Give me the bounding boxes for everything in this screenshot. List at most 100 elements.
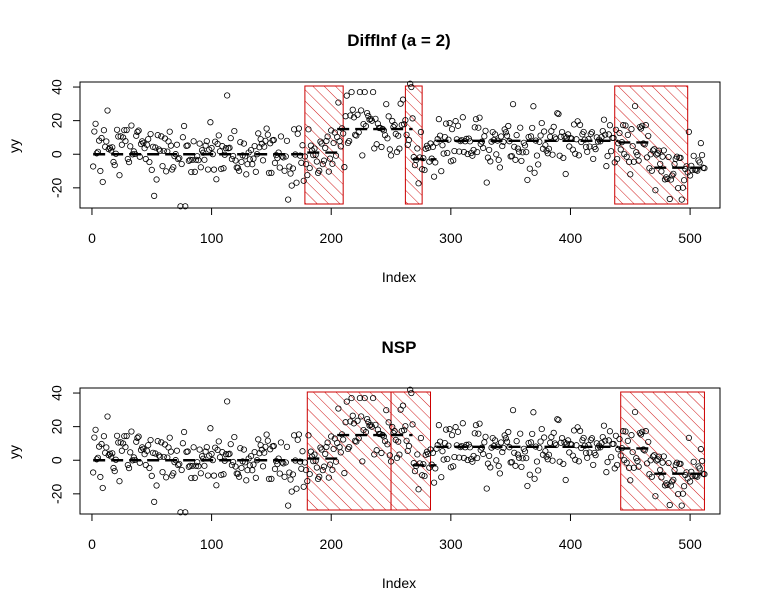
data-point	[402, 423, 409, 430]
data-point	[637, 431, 645, 438]
data-point	[364, 109, 371, 117]
data-point	[452, 118, 459, 125]
data-point	[501, 126, 508, 133]
data-point	[313, 158, 320, 165]
y-tick-label: 0	[49, 456, 65, 464]
data-point	[277, 439, 285, 446]
data-point	[451, 453, 458, 461]
change-point-interval	[614, 85, 689, 205]
data-point	[670, 476, 677, 483]
data-point	[234, 164, 242, 171]
data-point	[521, 448, 529, 455]
data-point	[145, 442, 152, 449]
data-point	[587, 130, 594, 138]
data-point	[380, 433, 387, 440]
data-point	[557, 439, 564, 446]
data-point	[109, 450, 116, 457]
data-point	[185, 463, 192, 470]
data-point	[698, 152, 706, 159]
data-point	[440, 150, 447, 157]
data-point	[213, 176, 220, 183]
data-point	[616, 435, 623, 443]
data-point	[690, 458, 697, 465]
y-tick-label: 40	[49, 385, 65, 401]
data-point	[572, 150, 579, 157]
data-point	[524, 176, 531, 184]
data-point	[128, 122, 135, 129]
data-point	[192, 462, 200, 469]
data-point	[604, 459, 611, 466]
data-point	[648, 473, 655, 480]
data-point	[685, 128, 692, 135]
data-point	[383, 407, 390, 414]
data-point	[121, 433, 128, 440]
data-point	[108, 453, 115, 460]
data-point	[153, 176, 160, 183]
data-point	[240, 140, 247, 147]
data-point	[207, 119, 214, 126]
data-point	[487, 464, 494, 471]
data-point	[476, 114, 483, 121]
data-point	[372, 421, 379, 428]
data-point	[683, 469, 690, 476]
data-point	[660, 453, 667, 460]
data-point	[492, 131, 499, 138]
data-point	[189, 462, 196, 470]
data-point	[614, 461, 621, 469]
data-point	[600, 422, 608, 429]
data-point	[560, 154, 567, 162]
data-point	[417, 128, 425, 136]
data-point	[147, 436, 154, 444]
data-point	[231, 127, 238, 135]
data-point	[228, 461, 236, 469]
data-point	[190, 138, 197, 145]
data-point	[550, 429, 557, 436]
data-point	[562, 170, 569, 178]
data-point	[511, 449, 518, 456]
chart-title: NSP	[382, 338, 417, 357]
data-point	[555, 110, 562, 118]
data-point	[367, 115, 374, 122]
data-point	[324, 133, 331, 140]
data-point	[262, 443, 269, 450]
data-point	[180, 428, 188, 436]
data-point	[452, 424, 459, 431]
data-point	[493, 151, 500, 158]
data-point	[104, 107, 111, 114]
data-point	[439, 448, 446, 455]
data-point	[628, 432, 635, 439]
data-point	[98, 134, 105, 142]
data-point	[323, 443, 330, 451]
data-point	[471, 430, 478, 437]
data-point	[696, 465, 703, 472]
data-point	[133, 438, 140, 445]
x-tick-label: 100	[200, 230, 224, 246]
data-point	[608, 148, 615, 155]
data-point	[249, 467, 256, 474]
data-point	[496, 164, 503, 171]
data-point	[633, 149, 640, 156]
data-point	[380, 127, 387, 134]
data-point	[344, 445, 352, 453]
data-point	[438, 168, 445, 175]
x-tick-label: 200	[320, 536, 344, 552]
data-point	[481, 133, 488, 140]
data-point	[487, 158, 494, 165]
data-point	[295, 431, 303, 438]
y-tick-label: -20	[49, 178, 65, 198]
data-point	[291, 432, 298, 439]
panel-diffinf: DiffInf (a = 2) 0 100 200 300 400 500 -20 0 20 4…	[6, 31, 721, 285]
data-point	[592, 452, 599, 459]
data-point	[192, 156, 200, 163]
data-point	[170, 470, 177, 477]
data-point	[176, 154, 183, 162]
data-point	[240, 446, 247, 453]
data-point	[576, 427, 584, 435]
data-point	[435, 422, 442, 429]
data-point	[146, 464, 153, 472]
y-tick-label: 20	[49, 419, 65, 435]
data-point	[243, 477, 250, 484]
data-point	[575, 152, 582, 159]
data-point	[293, 179, 300, 186]
y-tick-label: 20	[49, 113, 65, 129]
